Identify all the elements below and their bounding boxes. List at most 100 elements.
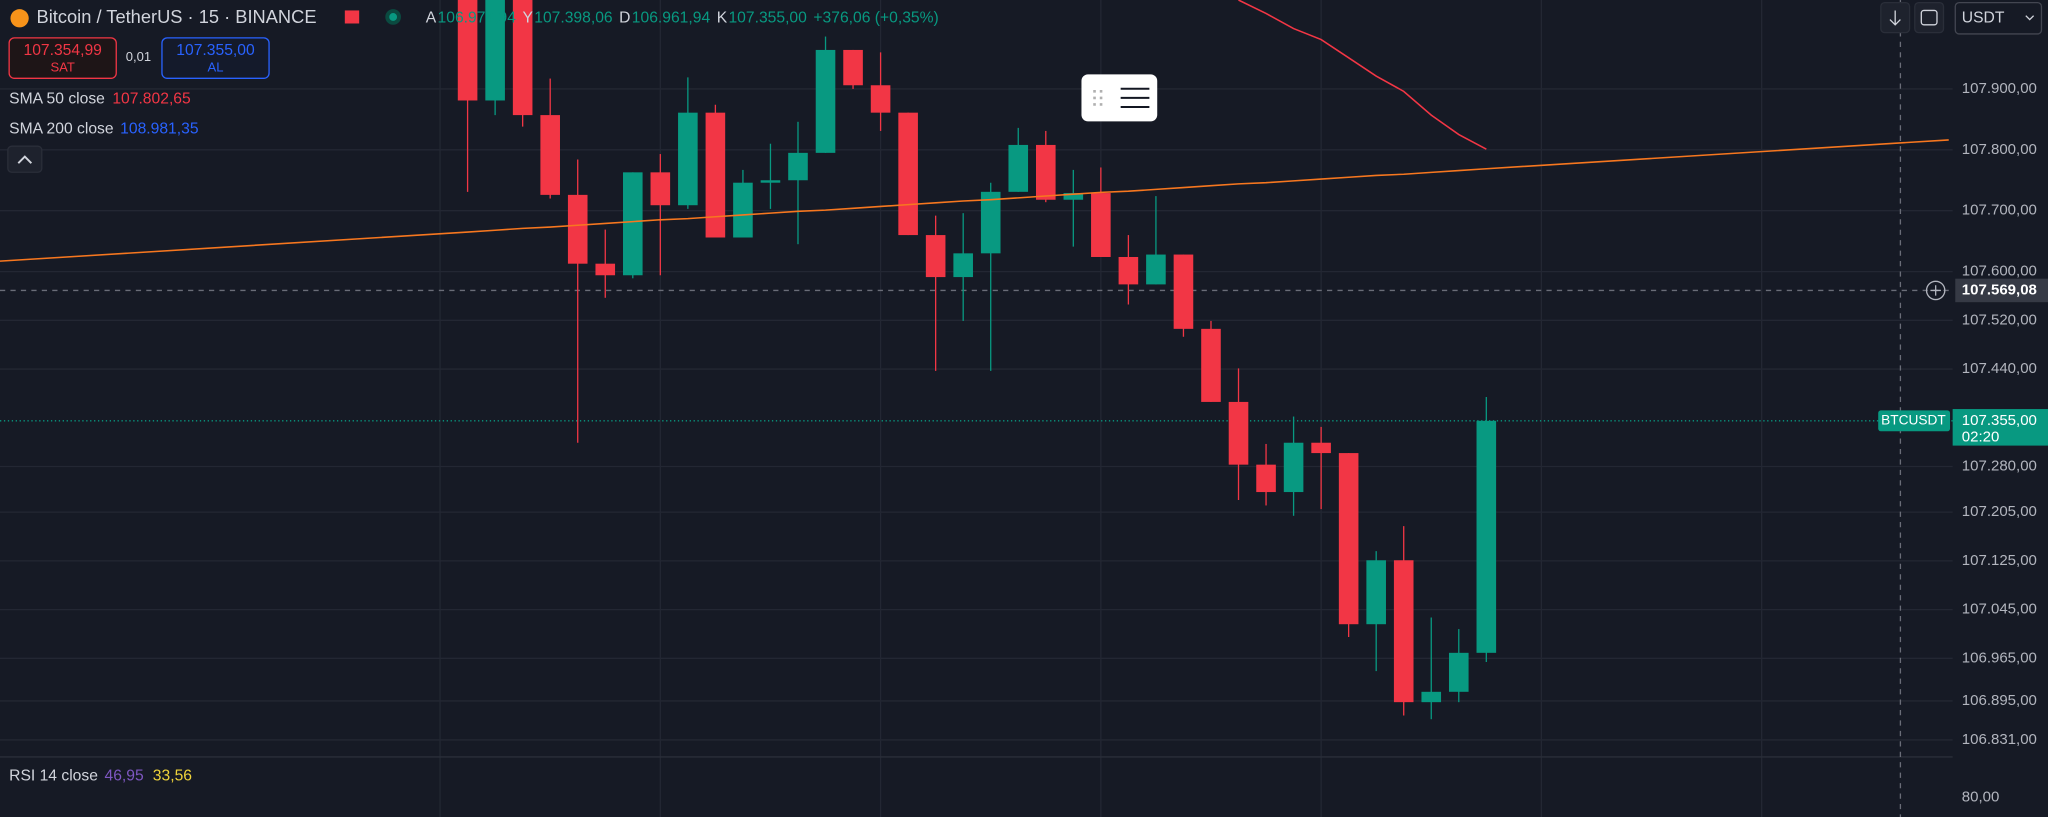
rsi-ma-value: 33,56 [153, 768, 192, 785]
candle-body [815, 49, 836, 153]
y-tick-label: 107.045,00 [1962, 601, 2037, 618]
candle-body [1228, 401, 1249, 465]
candle-body [1201, 328, 1221, 402]
candle-body [1035, 144, 1056, 200]
candle-body [1421, 691, 1442, 703]
floating-toolbar[interactable] [1081, 74, 1158, 122]
candle-body [512, 0, 533, 116]
candle-body [1008, 144, 1029, 192]
symbol: Bitcoin / TetherUS · 15 · BINANCE [37, 6, 317, 27]
flag[interactable] [344, 10, 360, 24]
sell-button[interactable] [8, 37, 117, 79]
last-price-label: 107.355,00 [1962, 412, 2037, 429]
drag-handle [1093, 90, 1103, 106]
rsi-axis-label: 80,00 [1962, 788, 2000, 805]
sma200-label: SMA 200 close [9, 120, 114, 137]
y-tick-label: 107.280,00 [1962, 457, 2037, 474]
crosshair-badge [1955, 278, 2048, 303]
symbol-label: BTCUSDT [1881, 412, 1946, 427]
candle-body [1173, 254, 1194, 329]
y-tick-label: 107.125,00 [1962, 552, 2037, 569]
currency-select[interactable] [1954, 1, 2043, 35]
sma200-value: 108.981,35 [120, 120, 199, 137]
candle-body [733, 182, 753, 238]
candle-body [1256, 464, 1276, 493]
grid [0, 0, 1953, 817]
change: +376,06 (+0,35%) [813, 9, 938, 26]
ohlc-value: 106.974,94 [438, 9, 517, 26]
candle-body [870, 85, 891, 113]
add-alert-icon[interactable] [1925, 280, 1946, 301]
price-axis: 107.900,00 107.800,00 107.700,00 107.600,00… [1878, 80, 2048, 748]
y-tick-label: 107.800,00 [1962, 141, 2037, 158]
plot [0, 0, 1953, 720]
candle-body [650, 172, 671, 206]
candle-body [457, 0, 478, 101]
candle-body [788, 152, 808, 181]
buy-button[interactable] [161, 37, 270, 79]
ohlc-value: 107.355,00 [728, 9, 807, 26]
ohlc-key: A [426, 9, 437, 26]
y-tick-label: 107.520,00 [1962, 311, 2037, 328]
candle-body [1283, 442, 1304, 493]
candle-body [1393, 560, 1414, 703]
candle-body [1366, 560, 1386, 625]
ohlc-key: K [717, 9, 728, 26]
rsi-value: 46,95 [104, 768, 143, 785]
candle-body [1448, 652, 1469, 692]
btc-icon [10, 9, 29, 28]
ohlc-key: D [619, 9, 630, 26]
candle-body [1338, 453, 1359, 625]
rsi-label: RSI 14 close [9, 768, 98, 785]
y-tick-label: 107.440,00 [1962, 360, 2037, 377]
candle-body [953, 253, 973, 278]
y-tick-label: 107.900,00 [1962, 80, 2037, 97]
collapse-button[interactable] [7, 145, 43, 173]
candle-body [678, 112, 698, 206]
candle-body [540, 115, 560, 195]
countdown: 02:20 [1962, 429, 2000, 446]
plus-icon [1930, 285, 1941, 296]
indicator-line [0, 139, 1949, 262]
y-tick-label: 106.831,00 [1962, 731, 2037, 748]
candle-body [760, 180, 781, 183]
candle-body [705, 112, 726, 238]
candle-body [595, 263, 616, 276]
candle-body [1091, 193, 1111, 257]
y-tick-label: 106.965,00 [1962, 649, 2037, 666]
crosshair-label: 107.569,08 [1962, 281, 2037, 298]
candle-body [1118, 256, 1139, 285]
candle-body [485, 0, 505, 101]
sma50-value: 107.802,65 [112, 90, 191, 107]
collapse-icon [17, 155, 33, 164]
currency: USDT [1962, 9, 2005, 26]
spread: 0,01 [126, 49, 151, 64]
sma50-label: SMA 50 close [9, 90, 105, 107]
indicator-line [1238, 0, 1487, 150]
candle-body [1311, 442, 1331, 454]
symbol-badge [1878, 410, 1951, 432]
reset-icon [1920, 9, 1938, 26]
candle-body [1063, 193, 1084, 200]
candle-body [622, 172, 643, 276]
settings-icon [1120, 87, 1150, 108]
status-dot [389, 13, 398, 21]
arrow-icon [1889, 10, 1901, 26]
reset-button[interactable] [1914, 1, 1945, 34]
sell-price: 107.354,99 [23, 42, 101, 59]
sell-label: SAT [50, 59, 74, 74]
candle-body [843, 49, 863, 86]
ohlc-value: 106.961,94 [632, 9, 711, 26]
y-tick-label: 107.700,00 [1962, 202, 2037, 219]
ohlc-value: 107.398,06 [534, 9, 613, 26]
candle-body [925, 235, 946, 278]
candle-body [1476, 420, 1497, 653]
candle-body [898, 112, 918, 236]
y-tick-label: 106.895,00 [1962, 692, 2037, 709]
ohlc-key: Y [522, 9, 533, 26]
candle-body [1146, 254, 1166, 285]
buy-label: AL [208, 59, 224, 74]
ohlc: A 106.974,94 Y 107.398,06 D 106.961,94 K 107.35… [426, 9, 939, 26]
y-tick-label: 107.600,00 [1962, 263, 2037, 280]
